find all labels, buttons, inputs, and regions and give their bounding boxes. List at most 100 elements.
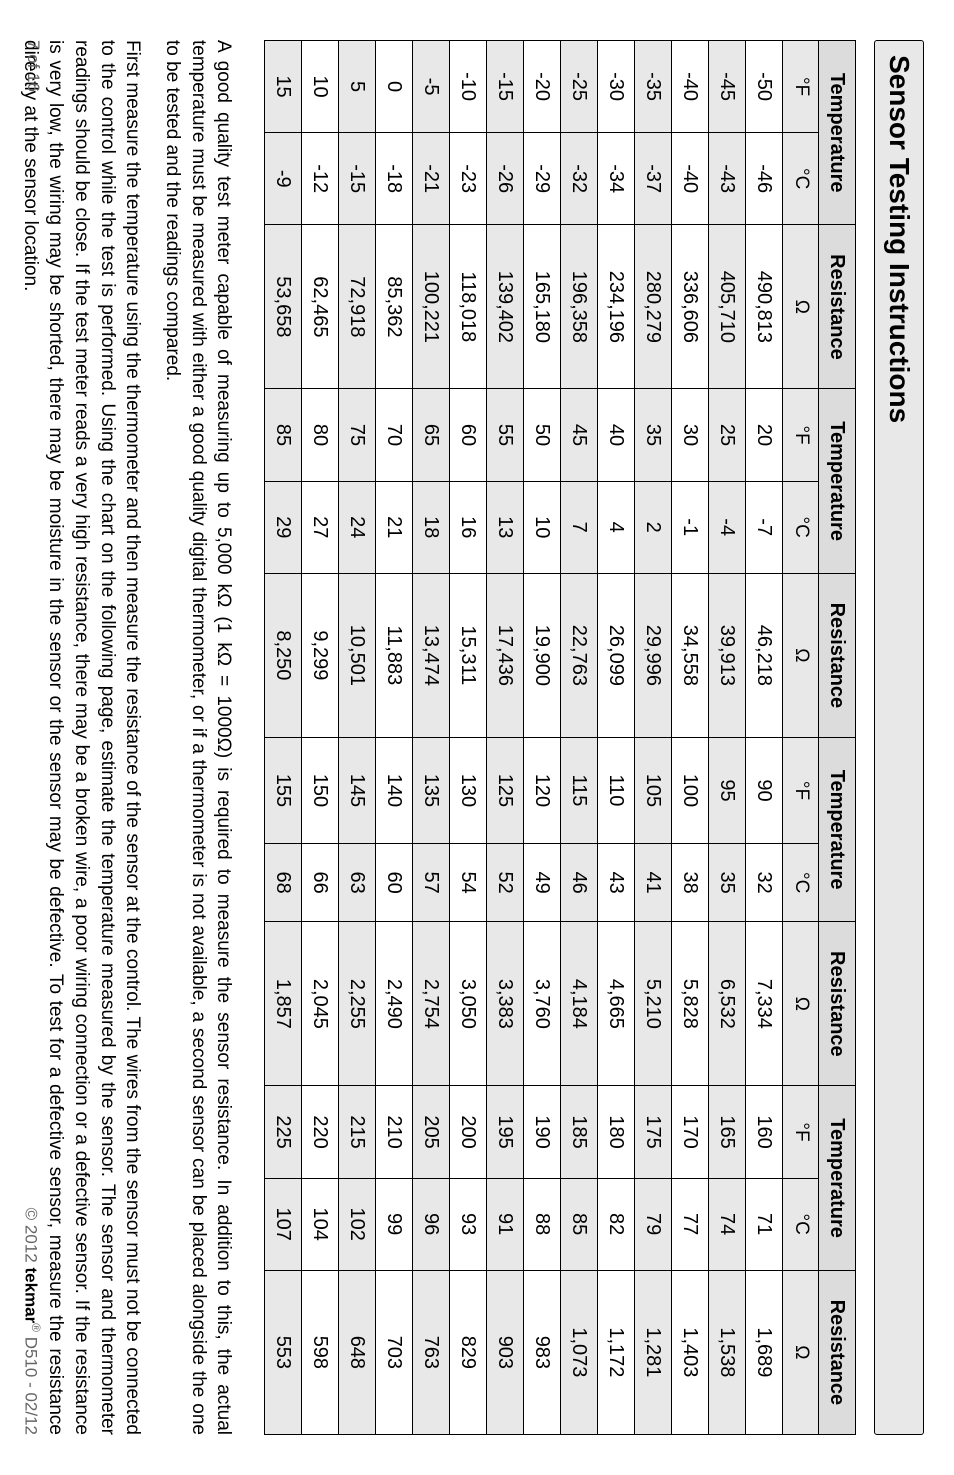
table-cell: 9,299: [302, 573, 339, 737]
table-cell: 85: [265, 389, 302, 481]
table-cell: 85,362: [376, 225, 413, 389]
table-cell: 7: [561, 481, 598, 573]
table-row: -20-29165,180501019,900120493,7601908898…: [524, 41, 561, 1435]
table-cell: 405,710: [709, 225, 746, 389]
table-cell: 5,210: [635, 922, 672, 1086]
table-cell: 105: [635, 737, 672, 843]
table-cell: 50: [524, 389, 561, 481]
table-cell: 490,813: [746, 225, 783, 389]
table-cell: 280,279: [635, 225, 672, 389]
table-cell: 1,172: [598, 1270, 635, 1434]
footer-brand: tekmar: [21, 1267, 40, 1323]
table-cell: 41: [635, 844, 672, 922]
table-cell: 26,099: [598, 573, 635, 737]
table-cell: 4: [598, 481, 635, 573]
table-cell: 170: [672, 1086, 709, 1178]
table-cell: 43: [598, 844, 635, 922]
table-row: -5-21100,221651813,474135572,75420596763: [413, 41, 450, 1435]
table-cell: 13: [487, 481, 524, 573]
table-cell: -29: [524, 133, 561, 225]
table-cell: -7: [746, 481, 783, 573]
table-cell: 34,558: [672, 573, 709, 737]
table-cell: -30: [598, 41, 635, 133]
table-cell: 60: [450, 389, 487, 481]
unit-ohm: Ω: [783, 573, 819, 737]
table-cell: 39,913: [709, 573, 746, 737]
col-resistance: Resistance: [819, 225, 856, 389]
table-cell: -40: [672, 133, 709, 225]
table-cell: 82: [598, 1178, 635, 1270]
table-cell: 71: [746, 1178, 783, 1270]
unit-c: °C: [783, 481, 819, 573]
unit-ohm: Ω: [783, 225, 819, 389]
col-temperature: Temperature: [819, 389, 856, 573]
table-row: -45-43405,71025-439,91395356,532165741,5…: [709, 41, 746, 1435]
table-cell: 210: [376, 1086, 413, 1178]
col-resistance: Resistance: [819, 573, 856, 737]
table-cell: 20: [746, 389, 783, 481]
table-cell: -23: [450, 133, 487, 225]
table-cell: -4: [709, 481, 746, 573]
table-cell: -1: [672, 481, 709, 573]
resistance-table: Temperature Resistance Temperature Resis…: [264, 40, 856, 1435]
table-cell: -50: [746, 41, 783, 133]
col-resistance: Resistance: [819, 922, 856, 1086]
table-cell: 598: [302, 1270, 339, 1434]
table-cell: 57: [413, 844, 450, 922]
group-header-row: Temperature Resistance Temperature Resis…: [819, 41, 856, 1435]
table-cell: 1,857: [265, 922, 302, 1086]
col-temperature: Temperature: [819, 737, 856, 921]
paragraph: Do not apply voltage to a sensor at any …: [0, 40, 3, 1435]
table-cell: 99: [376, 1178, 413, 1270]
table-cell: 68: [265, 844, 302, 922]
table-cell: 8,250: [265, 573, 302, 737]
table-cell: 21: [376, 481, 413, 573]
table-cell: 46,218: [746, 573, 783, 737]
table-cell: -45: [709, 41, 746, 133]
table-cell: 63: [339, 844, 376, 922]
footer: 7 of 16 © 2012 tekmar® D510 - 02/12: [20, 40, 43, 1435]
table-cell: 165,180: [524, 225, 561, 389]
table-cell: 72,918: [339, 225, 376, 389]
table-cell: 234,196: [598, 225, 635, 389]
table-cell: 60: [376, 844, 413, 922]
table-cell: 62,465: [302, 225, 339, 389]
table-row: -15-26139,402551317,436125523,3831959190…: [487, 41, 524, 1435]
table-cell: 79: [635, 1178, 672, 1270]
table-cell: -46: [746, 133, 783, 225]
col-temperature: Temperature: [819, 41, 856, 225]
table-cell: 10,501: [339, 573, 376, 737]
unit-ohm: Ω: [783, 922, 819, 1086]
table-cell: 4,665: [598, 922, 635, 1086]
unit-c: °C: [783, 844, 819, 922]
table-cell: 32: [746, 844, 783, 922]
unit-f: °F: [783, 737, 819, 843]
table-cell: 0: [376, 41, 413, 133]
table-cell: 829: [450, 1270, 487, 1434]
table-cell: 29: [265, 481, 302, 573]
table-cell: 107: [265, 1178, 302, 1270]
table-cell: 155: [265, 737, 302, 843]
table-cell: 54: [450, 844, 487, 922]
table-cell: 18: [413, 481, 450, 573]
table-row: 10-1262,46580279,299150662,045220104598: [302, 41, 339, 1435]
table-cell: -15: [339, 133, 376, 225]
unit-f: °F: [783, 389, 819, 481]
footer-suffix: D510 - 02/12: [21, 1332, 40, 1435]
table-cell: 2,255: [339, 922, 376, 1086]
table-cell: 2,754: [413, 922, 450, 1086]
section-title-bar: Sensor Testing Instructions: [874, 40, 924, 1435]
table-cell: 80: [302, 389, 339, 481]
table-cell: 225: [265, 1086, 302, 1178]
col-temperature: Temperature: [819, 1086, 856, 1270]
table-cell: -40: [672, 41, 709, 133]
table-cell: 53,658: [265, 225, 302, 389]
table-cell: 52: [487, 844, 524, 922]
table-cell: 110: [598, 737, 635, 843]
table-cell: -20: [524, 41, 561, 133]
table-cell: -32: [561, 133, 598, 225]
table-cell: 1,538: [709, 1270, 746, 1434]
table-cell: 3,383: [487, 922, 524, 1086]
table-cell: 77: [672, 1178, 709, 1270]
table-cell: 17,436: [487, 573, 524, 737]
